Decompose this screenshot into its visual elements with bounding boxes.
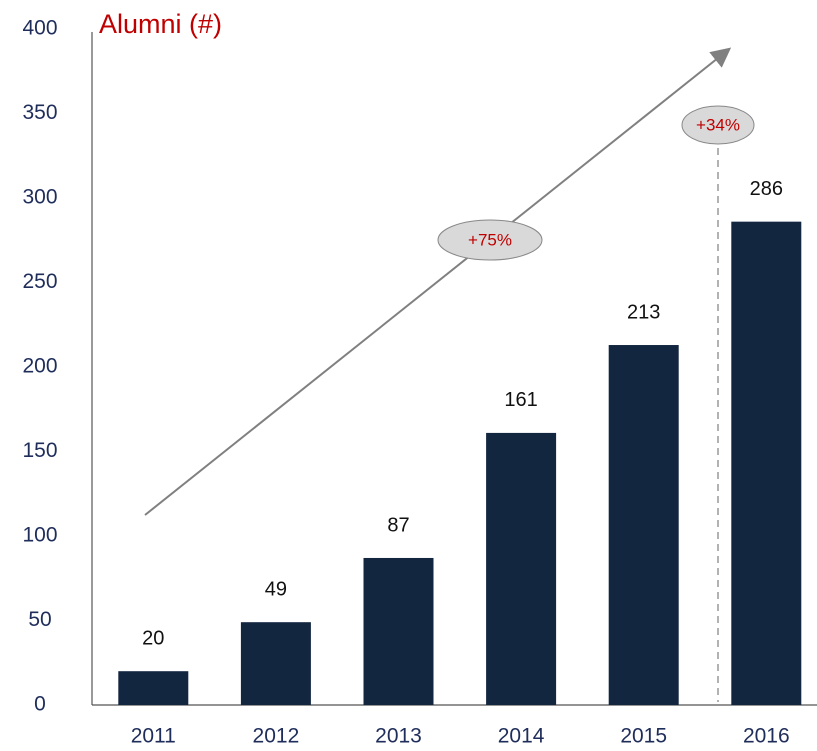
- x-tick-label: 2014: [498, 725, 545, 748]
- x-tick-label: 2012: [253, 725, 300, 748]
- y-tick-label: 400: [22, 17, 57, 40]
- x-tick-label: 2016: [743, 725, 790, 748]
- bar: [363, 557, 434, 705]
- y-tick-label: 100: [22, 524, 57, 547]
- value-label: 49: [265, 578, 287, 600]
- bar: [731, 221, 802, 705]
- bar: [486, 432, 557, 705]
- x-tick-label: 2015: [620, 725, 667, 748]
- bar: [608, 345, 679, 705]
- y-tick-label: 150: [22, 439, 57, 462]
- trend-arrow: [144, 47, 732, 516]
- y-tick-label: 0: [34, 693, 46, 716]
- annotation-bubble: [437, 219, 543, 261]
- value-label: 286: [750, 178, 783, 200]
- y-tick-label: 300: [22, 186, 57, 209]
- value-label: 213: [627, 301, 660, 323]
- x-tick-label: 2011: [131, 725, 176, 748]
- value-label: 20: [142, 627, 164, 649]
- y-tick-label: 50: [28, 608, 51, 631]
- y-tick-label: 200: [22, 355, 57, 378]
- y-tick-label: 250: [22, 270, 57, 293]
- value-label: 161: [504, 389, 537, 411]
- y-tick-label: 350: [22, 101, 57, 124]
- y-axis-label: Alumni (#): [99, 9, 222, 39]
- annotation-bubble: [681, 105, 755, 145]
- value-label: 87: [387, 514, 409, 536]
- bar: [240, 622, 311, 705]
- annotation: +75%: [468, 230, 512, 249]
- x-tick-label: 2013: [375, 725, 422, 748]
- annotation: +34%: [696, 115, 740, 134]
- bar: [118, 671, 189, 705]
